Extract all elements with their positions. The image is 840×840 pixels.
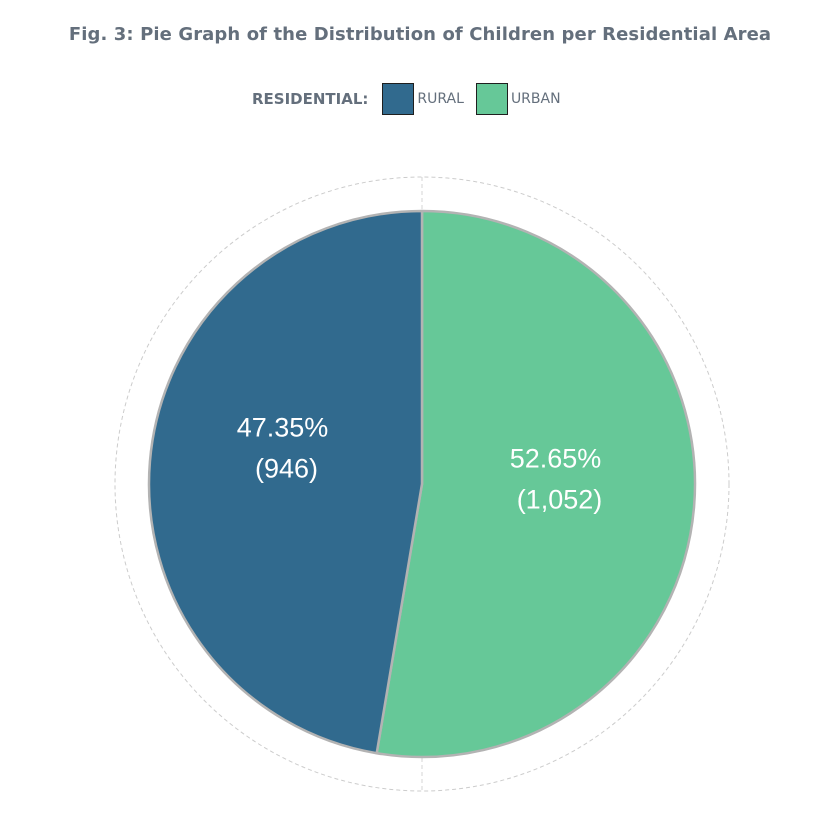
legend-label-urban: URBAN	[510, 91, 561, 107]
pie-slice-urban[interactable]	[375, 209, 697, 759]
legend-item-urban[interactable]: URBAN	[475, 83, 561, 115]
slice-percent-label-rural: 47.35%	[237, 413, 329, 443]
pie-slice-rural[interactable]	[147, 209, 424, 755]
legend-swatch-urban	[475, 83, 508, 115]
pie-slices	[147, 209, 697, 759]
slice-count-label-urban: (1,052)	[517, 484, 603, 514]
slice-percent-label-urban: 52.65%	[510, 443, 602, 473]
legend-item-rural[interactable]: RURAL	[382, 83, 464, 115]
legend-title: RESIDENTIAL:	[252, 90, 369, 108]
pie-labels: 52.65% (1,052) 47.35% (946)	[237, 413, 603, 515]
legend-label-rural: RURAL	[417, 91, 464, 107]
legend-swatch-rural	[382, 83, 415, 115]
slice-count-label-rural: (946)	[255, 454, 318, 484]
legend: RESIDENTIAL: RURAL URBAN	[252, 82, 573, 116]
guide-ring	[114, 176, 730, 792]
chart-title: Fig. 3: Pie Graph of the Distribution of…	[68, 24, 772, 45]
